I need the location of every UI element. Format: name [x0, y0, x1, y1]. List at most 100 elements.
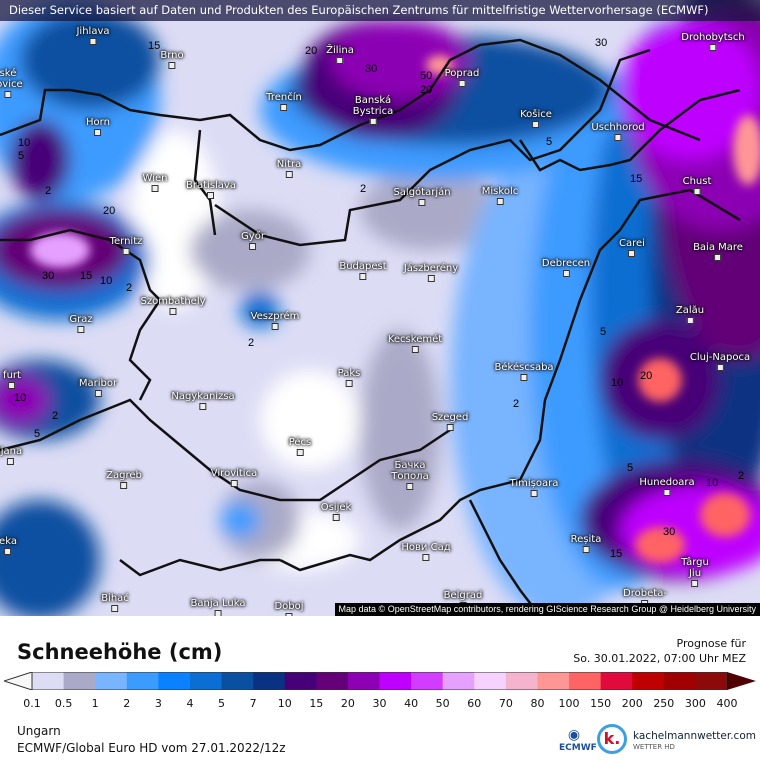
scale-tick-label: 3	[154, 697, 162, 710]
city-name: Chust	[682, 176, 712, 187]
city-name: Graz	[69, 314, 93, 325]
scale-tick-label: 2	[123, 697, 131, 710]
scale-swatch	[537, 672, 570, 690]
city-name: ljana	[0, 446, 23, 457]
city-square-icon	[169, 308, 177, 315]
brand-name[interactable]: kachelmannwetter.com	[633, 730, 756, 742]
city-marker: Poprad	[444, 68, 480, 87]
city-marker: Zagreb	[106, 470, 142, 489]
ecmwf-notice-banner: Dieser Service basiert auf Daten und Pro…	[0, 0, 760, 21]
city-marker: Бачка Топола	[391, 460, 429, 490]
scale-tick-label: 0.5	[54, 697, 73, 710]
city-square-icon	[686, 317, 694, 324]
city-name: Nagykanizsa	[171, 391, 235, 402]
scale-swatch	[221, 672, 254, 690]
city-square-icon	[614, 134, 622, 141]
city-name: Virovitica	[210, 468, 258, 479]
city-name: Győr	[241, 231, 265, 242]
city-name: Timișoara	[509, 478, 559, 489]
city-square-icon	[122, 248, 130, 255]
city-name: Zagreb	[106, 470, 142, 481]
city-square-icon	[336, 57, 344, 64]
city-marker: Jihlava	[76, 26, 110, 45]
city-name: Paks	[337, 368, 361, 379]
map-attribution[interactable]: Map data © OpenStreetMap contributors, r…	[334, 603, 760, 616]
contour-label: 2	[738, 470, 745, 482]
color-scale-bar	[4, 672, 756, 690]
city-marker: Bratislava	[186, 180, 236, 199]
city-name: Jihlava	[76, 26, 110, 37]
scale-tick-label: 60	[467, 697, 482, 710]
city-marker: Pécs	[289, 437, 311, 456]
city-marker: Nitra	[277, 159, 301, 178]
city-marker: Jászberény	[404, 263, 458, 282]
city-square-icon	[582, 546, 590, 553]
city-square-icon	[458, 80, 466, 87]
scale-tick-label: 10	[277, 697, 292, 710]
city-name: Horn	[86, 117, 110, 128]
brand-subtitle: WETTER HD	[633, 743, 675, 751]
scale-tick-label: 150	[590, 697, 612, 710]
city-name: ské jovice	[0, 68, 23, 90]
scale-swatch	[284, 672, 317, 690]
city-marker: Salgótarján	[393, 187, 451, 206]
contour-label: 2	[52, 410, 59, 422]
city-name: Košice	[520, 109, 552, 120]
contour-label: 50	[420, 70, 433, 82]
city-name: Wien	[142, 173, 168, 184]
city-name: Carei	[619, 238, 645, 249]
city-name: Ternitz	[109, 236, 143, 247]
city-name: Bihać	[101, 593, 129, 604]
city-marker: Paks	[337, 368, 361, 387]
contour-label: 10	[18, 137, 31, 149]
city-name: Kecskemét	[387, 334, 443, 345]
city-marker: Reșita	[571, 534, 601, 553]
contour-label: 15	[610, 548, 623, 560]
city-name: Szombathely	[140, 296, 206, 307]
contour-label: 5	[600, 326, 607, 338]
city-name: Poprad	[444, 68, 480, 79]
city-name: Zalău	[675, 305, 705, 316]
city-marker: Kecskemét	[388, 334, 442, 353]
city-marker: Veszprém	[251, 311, 299, 330]
contour-label: 2	[126, 282, 133, 294]
city-name: Békéscsaba	[494, 362, 554, 373]
city-square-icon	[345, 380, 353, 387]
snow-depth-map[interactable]: Dieser Service basiert auf Daten und Pro…	[0, 0, 760, 616]
scale-swatch	[379, 672, 412, 690]
city-name: Drohobytsch	[681, 32, 745, 43]
city-square-icon	[418, 199, 426, 206]
scale-swatch	[442, 672, 475, 690]
city-marker: Banská Bystrica	[353, 95, 393, 125]
city-square-icon	[94, 390, 102, 397]
city-name: Jászberény	[403, 263, 459, 274]
contour-label: 5	[627, 462, 634, 474]
city-square-icon	[520, 374, 528, 381]
city-square-icon	[4, 91, 12, 98]
city-name: Drobeta-	[623, 588, 667, 599]
city-name: Бачка Топола	[391, 460, 429, 482]
contour-label: 10	[14, 392, 27, 404]
city-square-icon	[285, 171, 293, 178]
city-square-icon	[151, 185, 159, 192]
city-square-icon	[332, 514, 340, 521]
contour-label: 2	[360, 183, 367, 195]
scale-tick-label: 300	[684, 697, 706, 710]
scale-swatch	[316, 672, 349, 690]
scale-swatch	[632, 672, 665, 690]
city-square-icon	[663, 489, 671, 496]
contour-label: 2	[45, 185, 52, 197]
snow-field	[0, 0, 760, 616]
scale-over-arrow	[727, 672, 756, 690]
scale-tick-label: 400	[716, 697, 738, 710]
city-marker: Baia Mare	[693, 242, 743, 261]
city-marker: Virovitica	[211, 468, 257, 487]
city-marker: Doboj	[274, 601, 304, 616]
city-marker: Miskolc	[482, 186, 518, 205]
city-marker: Budapest	[339, 261, 387, 280]
city-square-icon	[422, 554, 430, 561]
scale-swatch	[569, 672, 602, 690]
city-square-icon	[359, 273, 367, 280]
city-name: Banja Luka	[190, 598, 246, 609]
scale-tick-label: 80	[530, 697, 545, 710]
